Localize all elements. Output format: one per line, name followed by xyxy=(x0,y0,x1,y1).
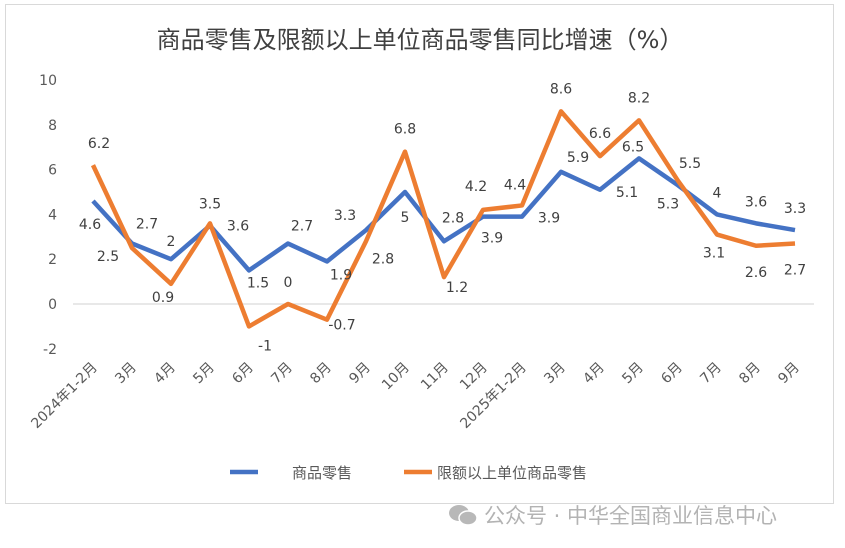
data-label: 4.6 xyxy=(79,217,101,233)
data-label: 2.7 xyxy=(291,219,313,235)
y-tick-label: 10 xyxy=(39,73,57,89)
data-label: 2.7 xyxy=(784,263,806,279)
x-tick-label: 8月 xyxy=(307,360,335,388)
x-tick-label: 5月 xyxy=(190,360,218,388)
data-label: 6.5 xyxy=(622,139,644,155)
data-label: 3.6 xyxy=(745,194,767,210)
x-tick-label: 9月 xyxy=(775,360,803,388)
data-label: 8.6 xyxy=(550,81,572,97)
x-tick-label: 4月 xyxy=(151,360,179,388)
data-label: 1.5 xyxy=(247,275,269,291)
x-tick-label: 6月 xyxy=(658,360,686,388)
legend-label: 限额以上单位商品零售 xyxy=(437,464,587,482)
data-label: 3.1 xyxy=(703,246,725,262)
x-tick-label: 9月 xyxy=(346,360,374,388)
data-label: 4 xyxy=(713,185,722,201)
data-label: 2.8 xyxy=(442,210,464,226)
chart-area xyxy=(5,4,834,504)
x-tick-label: 4月 xyxy=(580,360,608,388)
x-tick-label: 10月 xyxy=(379,360,413,394)
data-label: 3.9 xyxy=(481,231,503,247)
watermark-text: 公众号 · 中华全国商业信息中心 xyxy=(484,504,778,528)
y-tick-label: 8 xyxy=(48,118,57,134)
data-label: 8.2 xyxy=(628,90,650,106)
y-tick-label: 0 xyxy=(48,297,57,313)
data-label: 3.3 xyxy=(334,208,356,224)
x-tick-label: 2024年1-2月 xyxy=(28,360,100,432)
x-tick-label: 7月 xyxy=(268,360,296,388)
y-tick-label: -2 xyxy=(43,342,57,358)
data-label: 5.1 xyxy=(616,185,638,201)
data-label: 3.9 xyxy=(538,211,560,227)
data-label: 4.2 xyxy=(465,179,487,195)
wechat-icon xyxy=(449,505,478,526)
data-label: 6.2 xyxy=(88,136,110,152)
data-label: 0.9 xyxy=(152,290,174,306)
data-label: 5.9 xyxy=(567,150,589,166)
data-label: 3.3 xyxy=(784,201,806,217)
data-label: 2.6 xyxy=(745,265,767,281)
data-label: -1 xyxy=(258,338,272,354)
x-tick-label: 6月 xyxy=(229,360,257,388)
data-label: 4.4 xyxy=(504,177,526,193)
data-label: -0.7 xyxy=(328,318,355,334)
legend-label: 商品零售 xyxy=(292,464,352,482)
y-tick-label: 6 xyxy=(48,163,57,179)
data-label: 6.8 xyxy=(394,122,416,138)
x-tick-label: 7月 xyxy=(697,360,725,388)
data-label: 1.2 xyxy=(446,280,468,296)
data-label: 0 xyxy=(284,275,293,291)
data-label: 2.7 xyxy=(136,217,158,233)
x-tick-label: 11月 xyxy=(418,360,452,394)
data-label: 1.9 xyxy=(330,267,352,283)
x-tick-label: 8月 xyxy=(736,360,764,388)
x-tick-label: 5月 xyxy=(619,360,647,388)
x-tick-label: 3月 xyxy=(112,360,140,388)
data-label: 5.5 xyxy=(679,156,701,172)
data-label: 2.8 xyxy=(372,251,394,267)
data-label: 2.5 xyxy=(97,249,119,265)
watermark: 公众号 · 中华全国商业信息中心 xyxy=(448,500,777,530)
y-tick-label: 4 xyxy=(48,207,57,223)
x-tick-label: 12月 xyxy=(457,360,491,394)
data-label: 6.6 xyxy=(589,126,611,142)
y-tick-label: 2 xyxy=(48,252,57,268)
chart-title: 商品零售及限额以上单位商品零售同比增速（%） xyxy=(157,26,684,54)
data-label: 2 xyxy=(167,234,176,250)
data-label: 3.5 xyxy=(199,197,221,213)
data-label: 3.6 xyxy=(227,218,249,234)
series-line-above-quota-retail xyxy=(90,109,796,329)
data-label: 5 xyxy=(401,210,410,226)
data-label: 5.3 xyxy=(657,196,679,212)
x-tick-label: 3月 xyxy=(541,360,569,388)
